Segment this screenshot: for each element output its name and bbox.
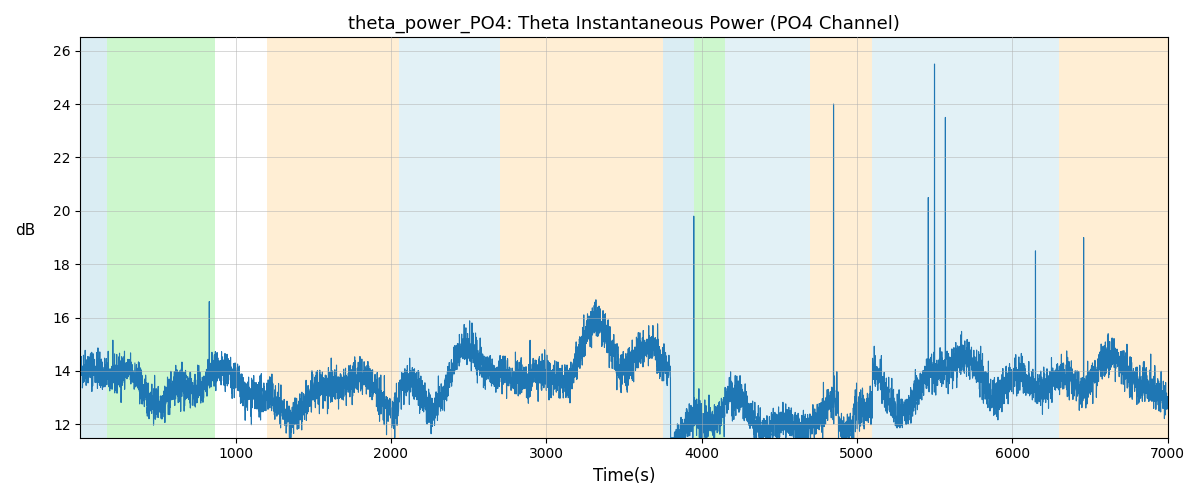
Bar <box>398 38 499 438</box>
Bar <box>266 38 398 438</box>
Bar <box>107 38 216 438</box>
Bar <box>1058 38 1168 438</box>
Bar <box>499 38 662 438</box>
Bar <box>872 38 935 438</box>
Title: theta_power_PO4: Theta Instantaneous Power (PO4 Channel): theta_power_PO4: Theta Instantaneous Pow… <box>348 15 900 34</box>
Bar <box>662 38 694 438</box>
Bar <box>80 38 107 438</box>
Y-axis label: dB: dB <box>14 222 35 238</box>
Bar <box>725 38 810 438</box>
Bar <box>810 38 872 438</box>
X-axis label: Time(s): Time(s) <box>593 467 655 485</box>
Bar <box>935 38 1058 438</box>
Bar <box>694 38 725 438</box>
